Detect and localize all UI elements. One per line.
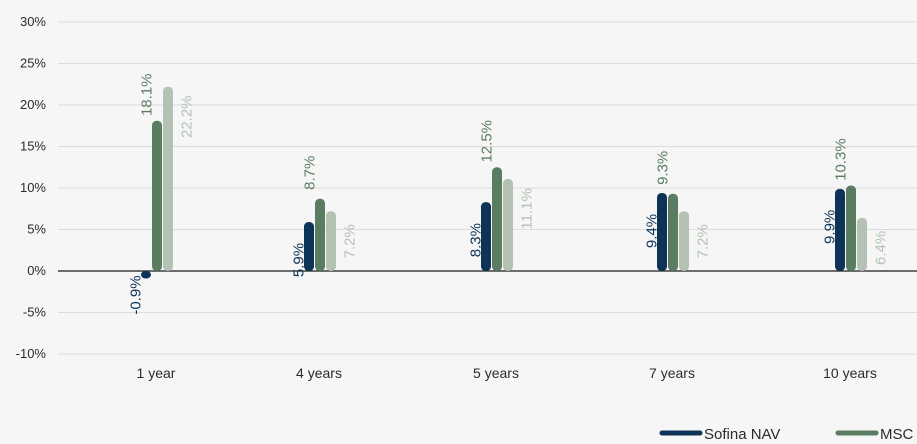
y-tick-label: 20% xyxy=(20,97,46,112)
legend-label: MSC xyxy=(880,426,914,443)
series-2-data-label: 10.3% xyxy=(833,138,850,181)
series-1-data-label: 9.4% xyxy=(644,214,661,248)
series-1-data-label: 9.9% xyxy=(822,210,839,244)
series-1-data-label: 5.9% xyxy=(291,243,308,277)
series-3-data-label: 11.1% xyxy=(519,188,536,229)
gridlines xyxy=(58,21,917,355)
series-1-bar xyxy=(657,192,667,271)
series-1-data-label: 8.3% xyxy=(468,223,485,257)
y-tick-label: 30% xyxy=(20,14,46,29)
y-tick-label: -5% xyxy=(23,305,47,320)
series-3-data-label: 22.2% xyxy=(179,95,196,138)
series-2-bar xyxy=(492,167,502,271)
series-2-data-label: 18.1% xyxy=(139,73,156,116)
series-3-data-label: 7.2% xyxy=(695,224,712,258)
series-2-bar xyxy=(152,120,162,272)
series-1-bar xyxy=(304,222,314,271)
series-2-bar xyxy=(315,198,325,271)
series-1-bar xyxy=(835,188,845,271)
data-labels: -0.9% 18.1% 22.2% 5.9% 8.7% 7.2% 8.3% 12.5% 11.1… xyxy=(128,73,890,314)
series-1-bar xyxy=(481,202,491,271)
y-tick-label: 15% xyxy=(20,139,46,154)
x-category-label: 7 years xyxy=(649,365,695,381)
y-tick-label: 25% xyxy=(20,56,46,71)
series-2-bar xyxy=(846,185,856,271)
y-tick-label: -10% xyxy=(16,346,47,361)
series-3-bar xyxy=(503,178,513,271)
series-2-data-label: 9.3% xyxy=(655,151,672,185)
y-tick-label: 10% xyxy=(20,180,46,195)
x-category-label: 5 years xyxy=(473,365,519,381)
series-3-bar xyxy=(679,211,689,271)
y-tick-label: 5% xyxy=(27,222,46,237)
series-3-bar xyxy=(857,217,867,271)
series-3-data-label: 7.2% xyxy=(342,224,359,258)
series-3-data-label: 6.4% xyxy=(873,231,890,265)
series-1-data-label: -0.9% xyxy=(128,275,145,314)
legend: Sofina NAV MSC xyxy=(659,426,914,443)
series-1-bar xyxy=(141,271,151,279)
x-axis-categories: 1 year 4 years 5 years 7 years 10 years xyxy=(137,365,877,381)
legend-label: Sofina NAV xyxy=(704,426,780,443)
series-2-data-label: 8.7% xyxy=(302,156,319,190)
bars xyxy=(141,86,867,279)
x-category-label: 4 years xyxy=(296,365,342,381)
series-3-bar xyxy=(163,86,173,272)
series-2-data-label: 12.5% xyxy=(479,120,496,163)
x-category-label: 10 years xyxy=(823,365,877,381)
series-2-bar xyxy=(668,193,678,271)
y-axis-ticks: 30% 25% 20% 15% 10% 5% 0% -5% -10% xyxy=(16,14,47,361)
x-category-label: 1 year xyxy=(137,365,176,381)
series-3-bar xyxy=(326,211,336,271)
y-tick-label: 0% xyxy=(27,263,46,278)
